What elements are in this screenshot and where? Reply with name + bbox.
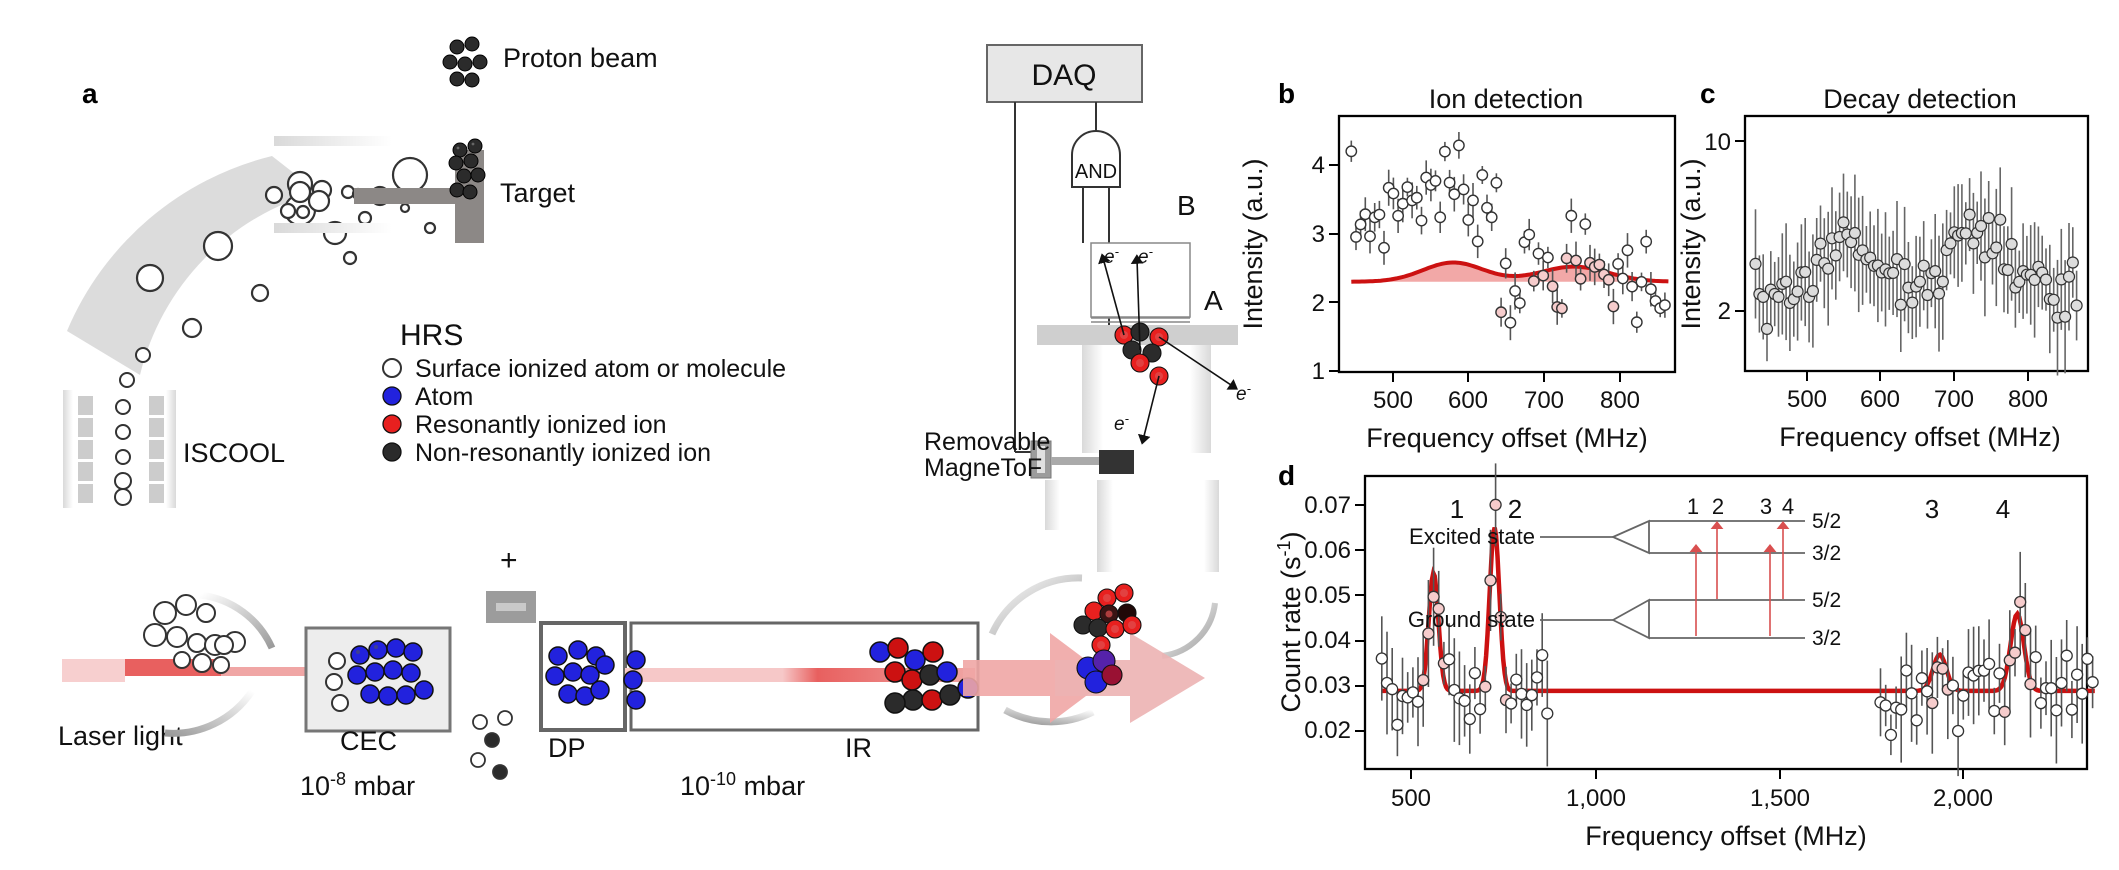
svg-text:Laser light: Laser light <box>58 721 183 751</box>
svg-text:5/2: 5/2 <box>1812 589 1841 612</box>
svg-text:700: 700 <box>1934 386 1974 413</box>
svg-text:Atom: Atom <box>415 383 473 411</box>
svg-text:500: 500 <box>1373 387 1413 414</box>
svg-text:3: 3 <box>1925 494 1939 524</box>
svg-text:0.06: 0.06 <box>1304 537 1351 564</box>
svg-text:Frequency offset (MHz): Frequency offset (MHz) <box>1585 821 1867 851</box>
svg-text:2: 2 <box>1508 494 1522 524</box>
svg-text:3/2: 3/2 <box>1812 627 1841 650</box>
svg-text:0.03: 0.03 <box>1304 672 1351 699</box>
svg-text:2: 2 <box>1712 494 1724 519</box>
svg-text:0.07: 0.07 <box>1304 492 1351 519</box>
svg-text:+: + <box>500 544 518 577</box>
svg-text:DP: DP <box>548 733 586 763</box>
svg-text:800: 800 <box>2008 386 2048 413</box>
svg-text:1: 1 <box>1687 494 1699 519</box>
svg-text:500: 500 <box>1391 785 1431 812</box>
svg-text:ISCOOL: ISCOOL <box>183 438 285 468</box>
svg-text:Excited state: Excited state <box>1409 524 1535 549</box>
svg-text:0.04: 0.04 <box>1304 627 1351 654</box>
svg-text:10-8 mbar: 10-8 mbar <box>300 769 415 801</box>
svg-text:2,000: 2,000 <box>1933 785 1993 812</box>
svg-text:5/2: 5/2 <box>1812 510 1841 533</box>
svg-text:Target: Target <box>500 178 576 208</box>
svg-text:0.02: 0.02 <box>1304 717 1351 744</box>
svg-text:10: 10 <box>1704 129 1731 156</box>
svg-text:3/2: 3/2 <box>1812 542 1841 565</box>
svg-text:Surface ionized atom or molecu: Surface ionized atom or molecule <box>415 355 786 383</box>
svg-text:700: 700 <box>1524 387 1564 414</box>
svg-text:Proton beam: Proton beam <box>503 43 658 73</box>
svg-text:4: 4 <box>1782 494 1794 519</box>
svg-text:Frequency offset (MHz): Frequency offset (MHz) <box>1366 423 1648 453</box>
svg-text:800: 800 <box>1600 387 1640 414</box>
svg-text:3: 3 <box>1760 494 1772 519</box>
svg-text:2: 2 <box>1312 290 1325 317</box>
svg-text:Count rate (s-1): Count rate (s-1) <box>1274 531 1306 712</box>
svg-text:600: 600 <box>1448 387 1488 414</box>
svg-text:4: 4 <box>1312 152 1325 179</box>
svg-text:HRS: HRS <box>400 319 463 352</box>
svg-text:Ion detection: Ion detection <box>1429 84 1584 114</box>
svg-text:0.05: 0.05 <box>1304 582 1351 609</box>
svg-text:Ground state: Ground state <box>1408 607 1535 632</box>
svg-text:Non-resonantly ionized ion: Non-resonantly ionized ion <box>415 439 711 467</box>
svg-text:CEC: CEC <box>340 726 397 756</box>
svg-text:Frequency offset (MHz): Frequency offset (MHz) <box>1779 422 2061 452</box>
svg-text:10-10 mbar: 10-10 mbar <box>680 769 805 801</box>
svg-text:1: 1 <box>1312 358 1325 385</box>
svg-text:1,000: 1,000 <box>1566 785 1626 812</box>
svg-text:4: 4 <box>1996 494 2010 524</box>
svg-text:Intensity (a.u.): Intensity (a.u.) <box>1676 158 1706 329</box>
svg-text:1: 1 <box>1450 494 1464 524</box>
svg-text:Decay detection: Decay detection <box>1823 84 2017 114</box>
svg-text:3: 3 <box>1312 221 1325 248</box>
svg-text:2: 2 <box>1718 298 1731 325</box>
svg-text:600: 600 <box>1860 386 1900 413</box>
svg-text:Resonantly ionized ion: Resonantly ionized ion <box>415 411 667 439</box>
svg-text:1,500: 1,500 <box>1750 785 1810 812</box>
svg-text:IR: IR <box>845 733 872 763</box>
svg-text:500: 500 <box>1787 386 1827 413</box>
